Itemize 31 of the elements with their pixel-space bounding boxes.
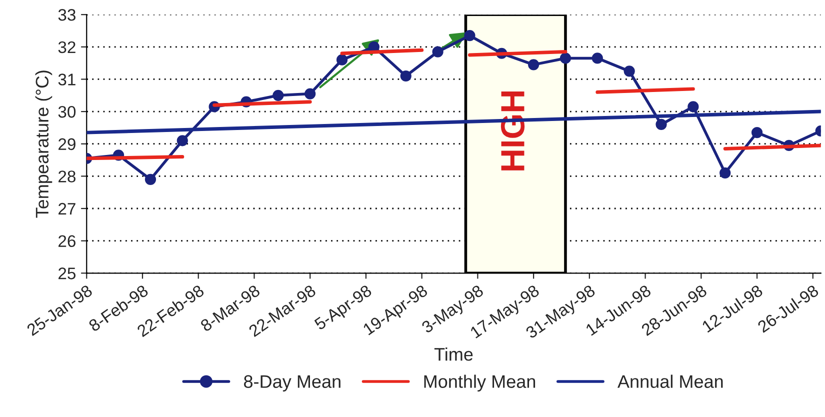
y-tick-label: 26 [58,235,76,248]
y-tick-label: 25 [58,268,76,280]
point [304,88,316,100]
point [336,54,348,66]
y-tick-label: 33 [58,8,76,21]
band-label: HIGH [500,92,525,170]
point [751,127,763,138]
x-axis-title: Time [434,348,473,361]
y-tick-label: 31 [58,74,76,86]
point [400,70,412,82]
point [464,30,476,42]
point [624,66,635,77]
point [144,174,156,185]
y-tick-label: 30 [58,106,76,118]
point [656,118,667,130]
y-tick-label: 27 [58,202,76,215]
y-axis-title: Tempearature (°C) [35,70,52,218]
point [720,167,731,179]
legend-label: 8-Day Mean [244,375,340,392]
point [528,59,540,70]
legend-label: Annual Mean [617,374,723,388]
y-tick-label: 28 [58,170,76,182]
point [688,101,699,112]
y-tick-label: 29 [58,138,76,150]
point [560,52,572,64]
point [176,135,188,146]
y-tick-label: 32 [58,41,76,54]
legend-label: Monthly Mean [424,374,536,392]
point [272,90,284,101]
point [592,52,603,64]
point [432,46,444,58]
